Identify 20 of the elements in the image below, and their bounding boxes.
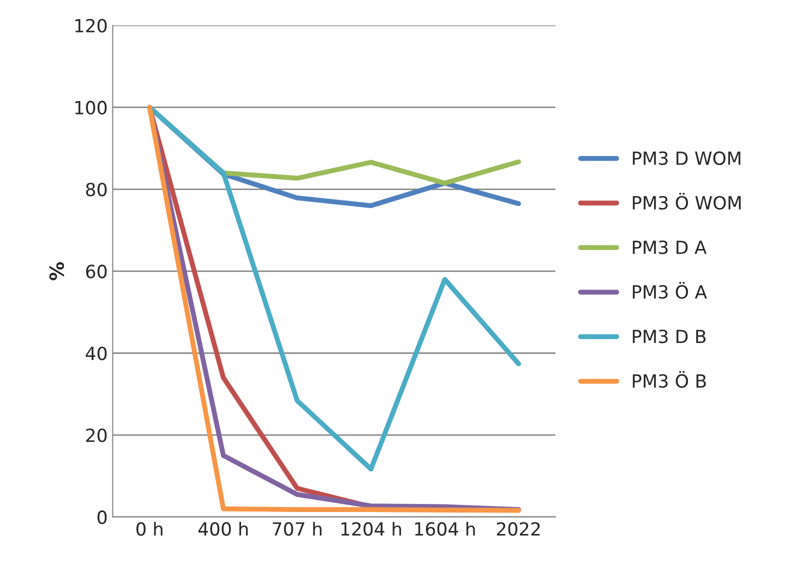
x-tick-label: 2022 [496, 522, 540, 536]
legend-label: PM3 D A [632, 240, 707, 254]
y-tick-label: 120 [75, 18, 107, 33]
legend-label: PM3 Ö A [632, 282, 707, 299]
y-tick-label: 20 [86, 428, 107, 442]
x-tick-label: 1604 h [415, 522, 475, 536]
y-tick-label: 40 [86, 346, 107, 360]
legend-label: PM3 Ö WOM [632, 192, 741, 210]
x-tick-label: 400 h [198, 522, 248, 536]
legend-label: PM3 D WOM [632, 151, 740, 166]
legend-label: PM3 Ö B [632, 371, 706, 388]
y-tick-label: 100 [75, 100, 107, 114]
y-tick-label: 60 [86, 264, 107, 278]
legend-label: PM3 D B [632, 330, 706, 344]
y-tick-label: 80 [86, 182, 107, 196]
x-tick-label: 0 h [136, 522, 162, 536]
y-tick-label: 0 [98, 510, 107, 524]
x-tick-label: 1204 h [341, 522, 402, 536]
y-axis-title: % [49, 262, 64, 280]
x-tick-label: 707 h [272, 522, 322, 536]
